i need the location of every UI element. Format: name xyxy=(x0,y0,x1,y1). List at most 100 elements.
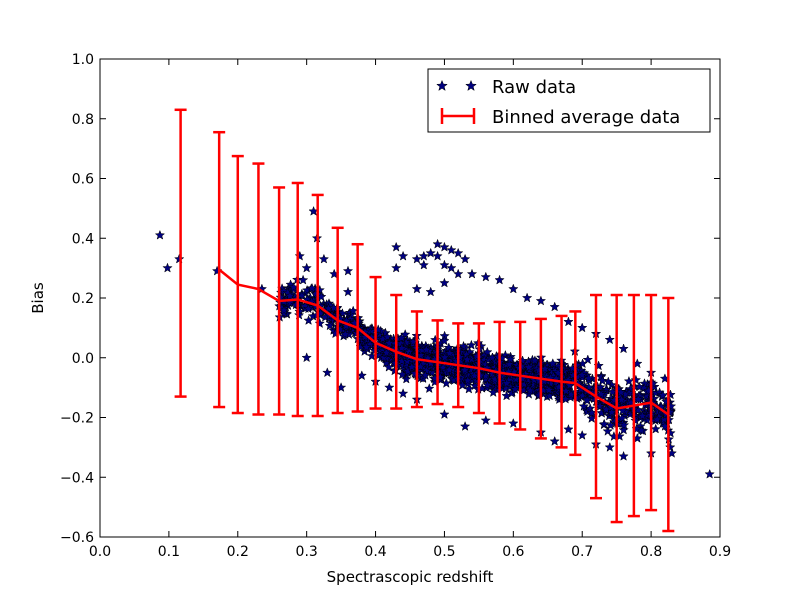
raw-data-point xyxy=(301,352,312,363)
legend-binned-average-marker xyxy=(440,108,476,124)
x-tick-label: 0.3 xyxy=(296,544,318,560)
raw-data-point xyxy=(361,341,372,352)
raw-data-point xyxy=(509,383,521,394)
x-tick-label: 0.1 xyxy=(158,544,180,560)
raw-data-point xyxy=(444,364,455,375)
x-tick-label: 0.8 xyxy=(640,544,662,560)
x-tick-label: 0.6 xyxy=(502,544,524,560)
raw-data-point xyxy=(378,352,390,363)
raw-data-point xyxy=(651,414,663,425)
raw-data-point xyxy=(529,355,541,366)
raw-data-point xyxy=(466,339,477,350)
x-axis-label: Spectrascopic redshift xyxy=(327,568,494,586)
raw-data-point xyxy=(425,247,436,258)
raw-data-point xyxy=(421,344,432,355)
raw-data-point xyxy=(584,403,596,414)
raw-data-point xyxy=(446,262,457,273)
raw-data-point xyxy=(595,388,607,399)
legend-binned-average-label: Binned average data xyxy=(492,107,680,128)
x-tick-label: 0.4 xyxy=(364,544,386,560)
raw-data-point xyxy=(342,265,354,276)
raw-data-point xyxy=(704,468,715,479)
raw-data-point xyxy=(303,303,314,314)
raw-data-point xyxy=(505,353,516,364)
raw-data-point xyxy=(439,408,450,419)
raw-data-point xyxy=(602,425,613,436)
raw-data-point xyxy=(471,350,483,361)
raw-data-point xyxy=(458,340,469,351)
raw-data-point xyxy=(391,262,402,273)
raw-data-point xyxy=(275,292,286,303)
y-tick-label: −0.4 xyxy=(60,470,94,486)
raw-data-point xyxy=(535,295,547,306)
raw-data-point xyxy=(521,292,533,303)
raw-data-point xyxy=(439,241,450,252)
raw-data-point xyxy=(581,395,593,405)
y-tick-label: 0.0 xyxy=(72,351,94,367)
raw-data-point xyxy=(582,354,594,365)
raw-data-point xyxy=(439,351,450,362)
raw-data-point xyxy=(322,367,333,378)
raw-data-point xyxy=(501,377,512,388)
legend-raw-data-label: Raw data xyxy=(492,77,576,98)
raw-data-point xyxy=(342,286,354,297)
x-tick-label: 0.5 xyxy=(433,544,455,560)
raw-data-point xyxy=(432,238,443,249)
raw-data-point xyxy=(647,378,659,389)
raw-data-point xyxy=(618,343,629,354)
x-tick-label: 0.7 xyxy=(571,544,593,560)
raw-data-point xyxy=(604,334,615,345)
raw-data-point xyxy=(661,396,672,407)
y-tick-label: 0.2 xyxy=(72,291,94,307)
raw-data-point xyxy=(618,424,629,435)
raw-data-point xyxy=(391,241,402,252)
raw-data-point xyxy=(424,383,435,394)
raw-data-point xyxy=(340,328,351,339)
raw-data-point xyxy=(616,394,627,405)
raw-data-point xyxy=(396,332,407,343)
raw-data-point xyxy=(516,360,527,371)
raw-data-point xyxy=(583,381,594,392)
raw-data-point xyxy=(543,384,555,395)
raw-data-point xyxy=(508,418,519,428)
raw-data-point xyxy=(294,250,305,261)
raw-data-point xyxy=(401,373,412,384)
y-tick-label: 0.8 xyxy=(72,112,94,128)
raw-data-point xyxy=(284,290,296,301)
raw-data-point xyxy=(381,347,392,358)
raw-data-point xyxy=(459,253,471,264)
raw-data-point xyxy=(306,282,318,293)
raw-data-point xyxy=(418,250,429,261)
raw-data-point xyxy=(411,253,423,264)
raw-data-point xyxy=(454,351,466,362)
raw-data-point xyxy=(524,385,536,396)
raw-data-point xyxy=(664,406,676,417)
raw-data-point xyxy=(174,253,185,264)
x-tick-label: 0.9 xyxy=(709,544,731,560)
raw-data-point xyxy=(397,250,409,261)
raw-data-point xyxy=(616,412,628,423)
raw-data-point xyxy=(432,250,443,261)
raw-data-point xyxy=(604,441,615,452)
raw-data-point xyxy=(162,262,173,273)
y-tick-label: −0.2 xyxy=(60,411,94,427)
binned-errorbar-single xyxy=(174,108,187,398)
raw-data-point xyxy=(523,361,534,372)
raw-data-point xyxy=(314,318,325,329)
raw-data-point xyxy=(475,357,486,368)
raw-data-point xyxy=(384,382,395,393)
raw-data-point xyxy=(549,301,560,312)
raw-data-point xyxy=(154,229,166,240)
raw-data-point xyxy=(606,401,617,412)
y-axis-label: Bias xyxy=(29,282,47,314)
raw-data-point xyxy=(576,369,588,380)
raw-data-point xyxy=(480,414,491,425)
legend: Raw data Binned average data xyxy=(427,68,711,133)
raw-data-point xyxy=(482,379,493,390)
raw-data-point xyxy=(409,368,420,378)
legend-raw-data-marker xyxy=(436,79,477,91)
raw-data-point xyxy=(439,335,450,346)
raw-data-point xyxy=(665,441,676,452)
raw-data-point xyxy=(637,410,648,421)
raw-data-point xyxy=(459,364,471,375)
